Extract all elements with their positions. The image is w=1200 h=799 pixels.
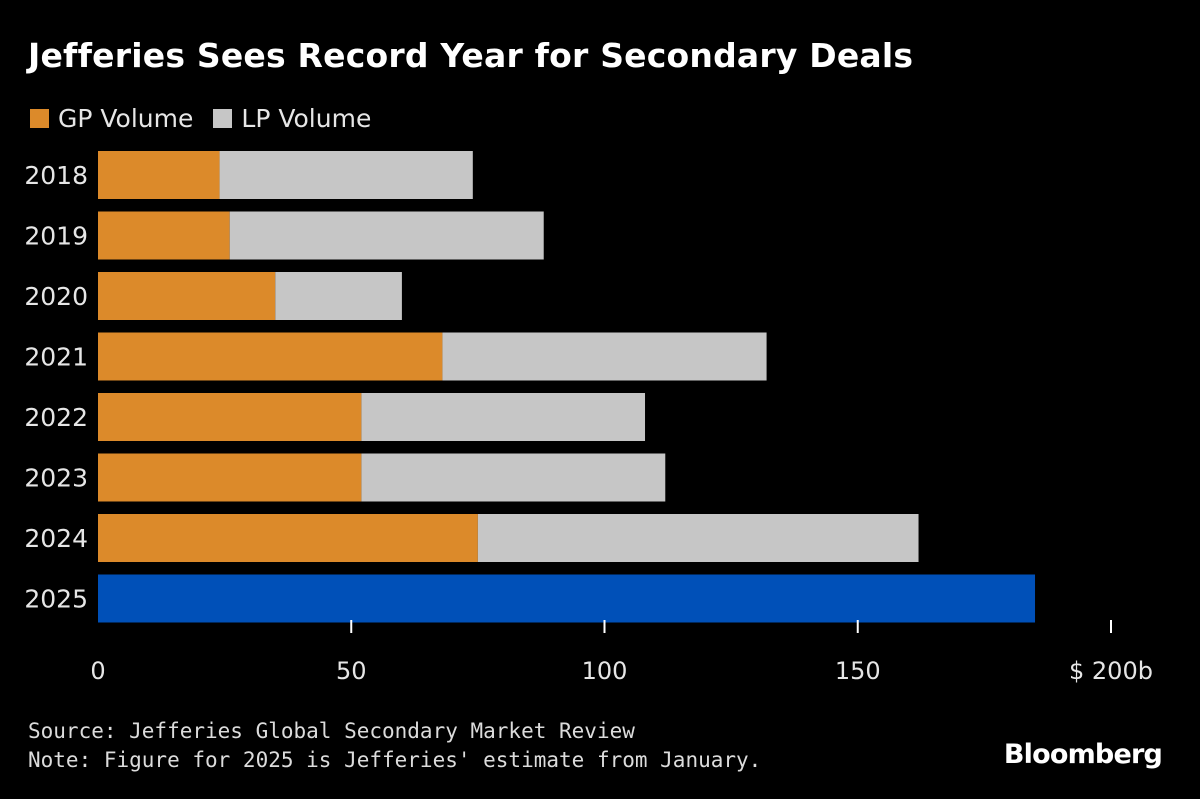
y-tick-label: 2023 bbox=[24, 464, 88, 493]
bar-gp-2020 bbox=[98, 272, 276, 320]
legend-swatch-lp bbox=[213, 109, 233, 128]
legend-item-gp: GP Volume bbox=[30, 104, 193, 133]
bar-lp-2019 bbox=[229, 211, 544, 260]
bloomberg-logo: Bloomberg bbox=[1003, 739, 1163, 770]
x-tick-label: 50 bbox=[336, 657, 367, 685]
bar-lp-2018 bbox=[219, 151, 473, 199]
bar-lp-2024 bbox=[477, 514, 919, 562]
bar-gp-2019 bbox=[98, 211, 230, 260]
bar-total-2025 bbox=[98, 574, 1036, 623]
bar-lp-2021 bbox=[442, 332, 767, 381]
y-tick-label: 2022 bbox=[24, 403, 88, 432]
y-tick-label: 2025 bbox=[24, 585, 88, 614]
bar-lp-2023 bbox=[361, 453, 666, 502]
chart-title: Jefferies Sees Record Year for Secondary… bbox=[28, 36, 914, 75]
bar-gp-2022 bbox=[98, 393, 362, 441]
x-tick-label: 0 bbox=[90, 657, 105, 685]
chart-footer: Source: Jefferies Global Secondary Marke… bbox=[28, 717, 761, 775]
x-tick-label: 100 bbox=[582, 657, 628, 685]
bar-lp-2020 bbox=[275, 272, 402, 320]
y-tick-label: 2019 bbox=[24, 222, 88, 251]
legend-label-gp: GP Volume bbox=[58, 104, 194, 133]
y-tick-label: 2018 bbox=[24, 161, 88, 190]
legend-label-lp: LP Volume bbox=[241, 104, 372, 133]
legend-item-lp: LP Volume bbox=[213, 104, 371, 133]
bar-lp-2022 bbox=[361, 393, 646, 441]
y-tick-label: 2024 bbox=[24, 524, 88, 553]
y-tick-label: 2021 bbox=[24, 343, 88, 372]
source-note: Source: Jefferies Global Secondary Marke… bbox=[28, 719, 635, 743]
estimate-note: Note: Figure for 2025 is Jefferies' esti… bbox=[28, 748, 762, 772]
bar-gp-2021 bbox=[98, 332, 443, 381]
bar-gp-2018 bbox=[98, 151, 220, 199]
legend: GP Volume LP Volume bbox=[30, 104, 391, 133]
bar-gp-2023 bbox=[98, 453, 362, 502]
x-tick-label: 150 bbox=[835, 657, 881, 685]
legend-swatch-gp bbox=[30, 109, 49, 128]
y-tick-label: 2020 bbox=[24, 282, 88, 311]
x-tick-label: $ 200b bbox=[1069, 657, 1153, 685]
bar-gp-2024 bbox=[98, 514, 478, 562]
